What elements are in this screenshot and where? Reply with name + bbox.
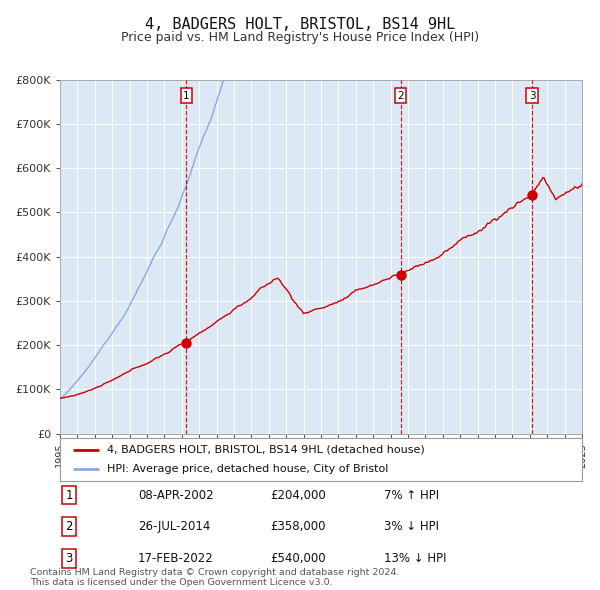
Text: 3: 3 (529, 91, 535, 101)
Text: 1: 1 (65, 489, 73, 502)
Text: 08-APR-2002: 08-APR-2002 (138, 489, 214, 502)
Text: 4, BADGERS HOLT, BRISTOL, BS14 9HL (detached house): 4, BADGERS HOLT, BRISTOL, BS14 9HL (deta… (107, 445, 425, 455)
Text: Price paid vs. HM Land Registry's House Price Index (HPI): Price paid vs. HM Land Registry's House … (121, 31, 479, 44)
Text: 26-JUL-2014: 26-JUL-2014 (138, 520, 211, 533)
Text: 17-FEB-2022: 17-FEB-2022 (138, 552, 214, 565)
Text: HPI: Average price, detached house, City of Bristol: HPI: Average price, detached house, City… (107, 464, 388, 474)
Text: £358,000: £358,000 (270, 520, 325, 533)
Text: £540,000: £540,000 (270, 552, 326, 565)
Text: 13% ↓ HPI: 13% ↓ HPI (384, 552, 446, 565)
Text: 7% ↑ HPI: 7% ↑ HPI (384, 489, 439, 502)
Text: 2: 2 (397, 91, 404, 101)
Text: 2: 2 (65, 520, 73, 533)
Text: 1: 1 (183, 91, 190, 101)
Text: 3: 3 (65, 552, 73, 565)
Text: 4, BADGERS HOLT, BRISTOL, BS14 9HL: 4, BADGERS HOLT, BRISTOL, BS14 9HL (145, 17, 455, 31)
Text: 3% ↓ HPI: 3% ↓ HPI (384, 520, 439, 533)
Text: £204,000: £204,000 (270, 489, 326, 502)
Text: This data is licensed under the Open Government Licence v3.0.: This data is licensed under the Open Gov… (30, 578, 332, 587)
Text: Contains HM Land Registry data © Crown copyright and database right 2024.: Contains HM Land Registry data © Crown c… (30, 568, 400, 576)
